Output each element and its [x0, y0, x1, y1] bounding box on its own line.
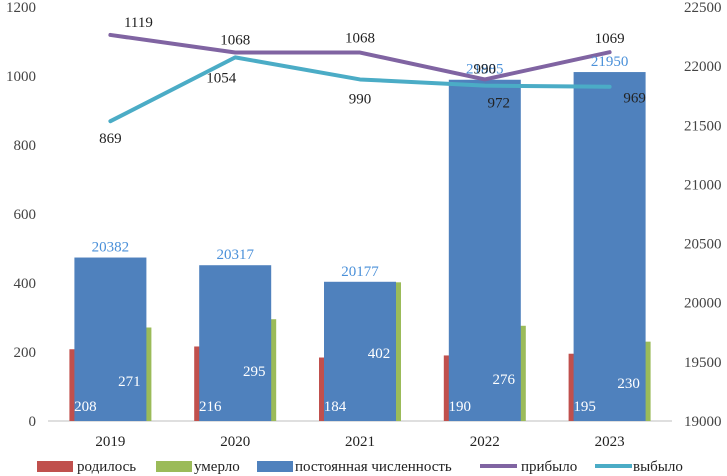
left-axis-tick-label: 200 [14, 345, 37, 361]
legend-label: умерло [194, 459, 240, 475]
legend-swatch-1 [156, 461, 192, 472]
left-axis-tick-label: 0 [29, 414, 37, 430]
bar-population-label: 21885 [466, 62, 504, 78]
bar-died-label: 271 [118, 374, 141, 390]
right-axis-tick-label: 21000 [684, 177, 722, 193]
x-axis-category-label: 2023 [595, 434, 625, 450]
line-departed-label: 972 [488, 96, 511, 112]
bar-born-label: 208 [74, 399, 97, 415]
left-axis-tick-label: 1000 [6, 69, 36, 85]
line-arrived-label: 1068 [220, 33, 250, 49]
line-departed-label: 869 [99, 131, 122, 147]
bar-population [573, 72, 646, 422]
bar-population [199, 265, 272, 421]
legend-label: родилось [77, 459, 136, 475]
bar-died-label: 295 [243, 364, 266, 380]
lines [108, 32, 612, 124]
right-axis-tick-label: 19500 [684, 355, 722, 371]
legend-label: выбыло [633, 459, 683, 475]
right-axis-tick-label: 19000 [684, 414, 722, 430]
bars [69, 72, 651, 422]
bar-died-label: 276 [493, 372, 516, 388]
bar-died-label: 230 [617, 376, 640, 392]
left-axis-tick-label: 800 [14, 138, 37, 154]
left-axis-tick-label: 400 [14, 276, 37, 292]
bar-born-label: 216 [199, 399, 222, 415]
line-arrived-label: 990 [474, 61, 497, 77]
line-arrived [108, 32, 612, 82]
bar-population-label: 20382 [92, 240, 130, 256]
left-axis-tick-label: 600 [14, 207, 37, 223]
x-axis-category-label: 2020 [220, 434, 250, 450]
bar-born-label: 190 [449, 399, 472, 415]
bar-population [74, 257, 147, 421]
line-arrived-label: 1119 [124, 15, 153, 31]
legend-label: постоянная численность [295, 459, 452, 475]
left-axis-tick-label: 1200 [6, 0, 36, 16]
bar-population [448, 79, 521, 421]
x-axis-category-label: 2022 [470, 434, 500, 450]
bar-population-label: 20317 [216, 247, 254, 263]
line-departed-label: 1054 [206, 70, 237, 86]
right-axis-tick-label: 20000 [684, 296, 722, 312]
axes: 0 200 400 600 800 1000 1200 19000 19500 20000 2050… [6, 0, 722, 450]
right-axis-tick-label: 21500 [684, 118, 722, 134]
line-arrived-label: 1068 [345, 31, 375, 47]
line-arrived-label: 1069 [595, 31, 625, 47]
legend: родилось умерло постоянная численность приб… [37, 459, 683, 475]
bar-population-label: 21950 [591, 54, 629, 70]
right-axis-tick-label: 22500 [684, 0, 722, 16]
line-departed [108, 55, 612, 124]
line-departed-label: 969 [623, 91, 646, 107]
data-labels: 208 20382 216 20317 184 20177 190 21885 195 21950… [74, 15, 646, 415]
x-axis-category-label: 2019 [95, 434, 125, 450]
bar-born-label: 195 [573, 399, 596, 415]
bar-population [324, 281, 396, 421]
legend-label: прибыло [521, 459, 577, 475]
x-axis-category-label: 2021 [345, 434, 375, 450]
legend-swatch-2 [257, 461, 293, 472]
bar-born-label: 184 [324, 399, 347, 415]
bar-died-label: 402 [368, 346, 391, 362]
line-departed-label: 990 [349, 91, 372, 107]
legend-swatch-0 [37, 461, 73, 472]
bar-population-label: 20177 [341, 264, 379, 280]
right-axis-tick-label: 22000 [684, 59, 722, 75]
right-axis-tick-label: 20500 [684, 237, 722, 253]
